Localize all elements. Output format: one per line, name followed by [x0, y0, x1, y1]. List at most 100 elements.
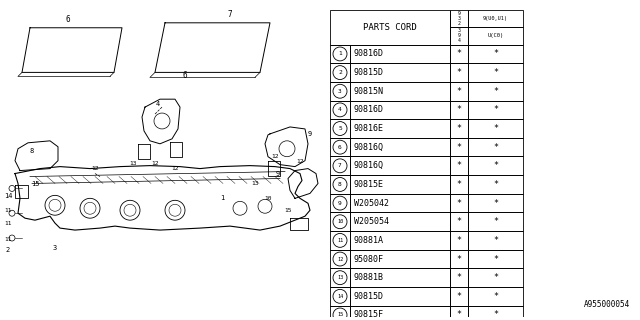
Text: *: *	[456, 236, 461, 245]
Text: 9: 9	[308, 131, 312, 137]
Text: 13: 13	[252, 181, 259, 186]
Text: 90881A: 90881A	[354, 236, 384, 245]
Text: *: *	[456, 161, 461, 170]
Bar	[468, 156, 523, 175]
Text: 2: 2	[338, 70, 342, 75]
Text: *: *	[456, 68, 461, 77]
Text: 90816E: 90816E	[354, 124, 384, 133]
Text: 90816Q: 90816Q	[354, 161, 384, 170]
Text: *: *	[493, 292, 498, 301]
Bar	[468, 287, 523, 306]
Bar	[350, 44, 450, 63]
Text: *: *	[456, 254, 461, 264]
Text: 4: 4	[156, 101, 160, 107]
Text: 90816Q: 90816Q	[354, 143, 384, 152]
Bar	[468, 44, 523, 63]
Bar	[330, 44, 350, 63]
Bar	[330, 250, 350, 268]
Text: 12: 12	[271, 154, 279, 159]
Text: *: *	[493, 273, 498, 282]
Bar	[330, 175, 350, 194]
Text: 10: 10	[264, 196, 272, 201]
Text: 90816D: 90816D	[354, 50, 384, 59]
Text: *: *	[493, 180, 498, 189]
Bar	[350, 306, 450, 320]
Text: 9
3
2: 9 3 2	[458, 11, 460, 26]
Text: 2: 2	[6, 247, 10, 253]
Text: *: *	[493, 217, 498, 226]
Text: 3: 3	[338, 89, 342, 94]
Text: *: *	[493, 143, 498, 152]
Bar	[450, 100, 468, 119]
Text: 15: 15	[284, 208, 292, 213]
Text: *: *	[493, 236, 498, 245]
Text: *: *	[493, 199, 498, 208]
Bar	[350, 63, 450, 82]
Text: 90881B: 90881B	[354, 273, 384, 282]
Text: *: *	[456, 105, 461, 114]
Text: *: *	[493, 50, 498, 59]
Text: 10: 10	[337, 219, 343, 224]
Text: *: *	[456, 87, 461, 96]
Text: W205054: W205054	[354, 217, 389, 226]
Bar	[330, 194, 350, 212]
Bar	[450, 44, 468, 63]
Text: *: *	[493, 254, 498, 264]
Text: 7: 7	[228, 10, 232, 20]
Text: 8: 8	[30, 148, 34, 154]
Text: 5: 5	[338, 126, 342, 131]
Bar	[450, 212, 468, 231]
Text: *: *	[456, 50, 461, 59]
Text: 12: 12	[151, 161, 159, 166]
Bar	[450, 306, 468, 320]
Text: 11: 11	[4, 208, 12, 213]
Bar	[330, 63, 350, 82]
Text: 11: 11	[4, 237, 12, 243]
Text: *: *	[456, 273, 461, 282]
Bar	[350, 119, 450, 138]
Text: 3
9
4: 3 9 4	[458, 28, 460, 44]
Text: A955000054: A955000054	[584, 300, 630, 309]
Bar	[450, 119, 468, 138]
Text: 90816D: 90816D	[354, 105, 384, 114]
Text: 13: 13	[337, 275, 343, 280]
Text: 9(U0,U1): 9(U0,U1)	[483, 16, 508, 21]
Bar	[350, 100, 450, 119]
Text: *: *	[493, 105, 498, 114]
Bar	[330, 287, 350, 306]
Text: 3: 3	[53, 245, 57, 251]
Text: 13: 13	[129, 161, 137, 166]
Bar	[468, 10, 523, 27]
Text: U(C0): U(C0)	[488, 34, 504, 38]
Bar	[330, 268, 350, 287]
Bar	[468, 119, 523, 138]
Bar	[350, 156, 450, 175]
Text: 14: 14	[4, 193, 12, 199]
Text: 4: 4	[338, 108, 342, 112]
Text: 1: 1	[338, 52, 342, 56]
Bar	[450, 287, 468, 306]
Text: 90815N: 90815N	[354, 87, 384, 96]
Text: 6: 6	[66, 15, 70, 24]
Bar	[350, 212, 450, 231]
Text: 9: 9	[276, 171, 280, 177]
Text: 90815F: 90815F	[354, 310, 384, 319]
Text: 11: 11	[337, 238, 343, 243]
Text: 6: 6	[182, 71, 188, 80]
Bar	[468, 268, 523, 287]
Text: *: *	[493, 124, 498, 133]
Bar	[468, 194, 523, 212]
Bar	[330, 306, 350, 320]
Text: *: *	[456, 143, 461, 152]
Bar	[330, 212, 350, 231]
Text: 12: 12	[296, 159, 304, 164]
Text: 14: 14	[337, 294, 343, 299]
Bar	[350, 250, 450, 268]
Bar	[468, 175, 523, 194]
Text: 12: 12	[172, 166, 179, 171]
Text: *: *	[456, 310, 461, 319]
Text: *: *	[456, 124, 461, 133]
Bar	[330, 100, 350, 119]
Bar	[330, 231, 350, 250]
Text: 12: 12	[92, 166, 99, 171]
